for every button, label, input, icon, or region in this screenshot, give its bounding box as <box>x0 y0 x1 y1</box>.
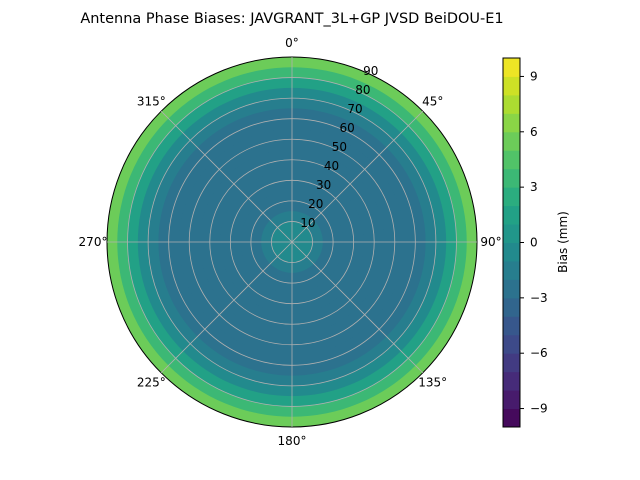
r-tick-label: 70 <box>347 102 362 116</box>
colorbar-level <box>503 408 520 428</box>
r-tick-label: 30 <box>316 178 331 192</box>
theta-tick-label: 0° <box>285 36 299 50</box>
colorbar-level <box>503 297 520 317</box>
colorbar-level <box>503 113 520 133</box>
colorbar-level <box>503 242 520 262</box>
colorbar-level <box>503 76 520 96</box>
colorbar-label: Bias (mm) <box>556 211 570 273</box>
chart-title: Antenna Phase Biases: JAVGRANT_3L+GP JVS… <box>80 11 503 27</box>
colorbar-tick-label: 6 <box>530 125 538 139</box>
colorbar-level <box>503 316 520 336</box>
colorbar-tick-label: −9 <box>530 402 548 416</box>
colorbar-level <box>503 224 520 243</box>
polar-grid <box>106 56 478 428</box>
axis-ticks: 0° 45° 90° 135° 180° 225° 270° 315° 10 20 30 40 50 60… <box>79 36 502 448</box>
colorbar-level <box>503 187 520 207</box>
colorbar-level <box>503 205 520 225</box>
r-tick-label: 20 <box>308 197 323 211</box>
colorbar-tick-label: −6 <box>530 346 548 360</box>
r-tick-label: 50 <box>332 140 347 154</box>
r-tick-label: 10 <box>300 216 315 230</box>
colorbar-tick-label: 9 <box>530 69 538 83</box>
colorbar-level <box>503 334 520 354</box>
colorbar: −9 −6 −3 0 3 6 9 <box>502 57 548 428</box>
colorbar-level <box>503 353 520 373</box>
angular-gridline <box>291 110 424 243</box>
colorbar-tick-label: 3 <box>530 180 538 194</box>
r-tick-label: 40 <box>324 159 339 173</box>
colorbar-level <box>503 168 520 188</box>
theta-tick-label: 315° <box>137 94 166 108</box>
colorbar-level <box>503 150 520 170</box>
theta-tick-label: 45° <box>422 94 443 108</box>
colorbar-level <box>503 371 520 391</box>
colorbar-level <box>503 58 520 77</box>
angular-gridline <box>160 241 293 374</box>
angular-gridline <box>291 241 424 374</box>
colorbar-level <box>503 131 520 151</box>
r-tick-label: 90 <box>363 64 378 78</box>
theta-tick-label: 270° <box>79 235 108 249</box>
angular-gridline <box>160 110 293 243</box>
colorbar-level <box>503 390 520 410</box>
colorbar-level <box>503 260 520 280</box>
r-tick-label: 60 <box>340 121 355 135</box>
theta-tick-label: 225° <box>137 376 166 390</box>
theta-tick-label: 90° <box>480 235 501 249</box>
theta-tick-label: 180° <box>278 434 307 448</box>
theta-tick-label: 135° <box>418 376 447 390</box>
colorbar-level <box>503 94 520 114</box>
r-tick-label: 80 <box>355 83 370 97</box>
colorbar-tick-label: 0 <box>530 236 538 250</box>
colorbar-level <box>503 279 520 299</box>
colorbar-tick-label: −3 <box>530 291 548 305</box>
